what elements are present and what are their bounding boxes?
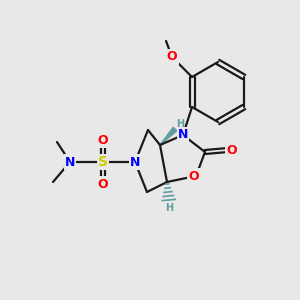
Text: O: O — [227, 143, 237, 157]
Text: N: N — [65, 155, 75, 169]
Text: H: H — [165, 203, 173, 213]
Text: N: N — [130, 155, 140, 169]
Polygon shape — [160, 127, 177, 145]
Text: S: S — [98, 155, 108, 169]
Text: H: H — [176, 119, 184, 129]
Text: O: O — [98, 134, 108, 146]
Text: O: O — [189, 169, 199, 182]
Text: N: N — [178, 128, 188, 142]
Text: O: O — [167, 50, 177, 64]
Text: O: O — [167, 50, 177, 64]
Text: O: O — [98, 178, 108, 190]
